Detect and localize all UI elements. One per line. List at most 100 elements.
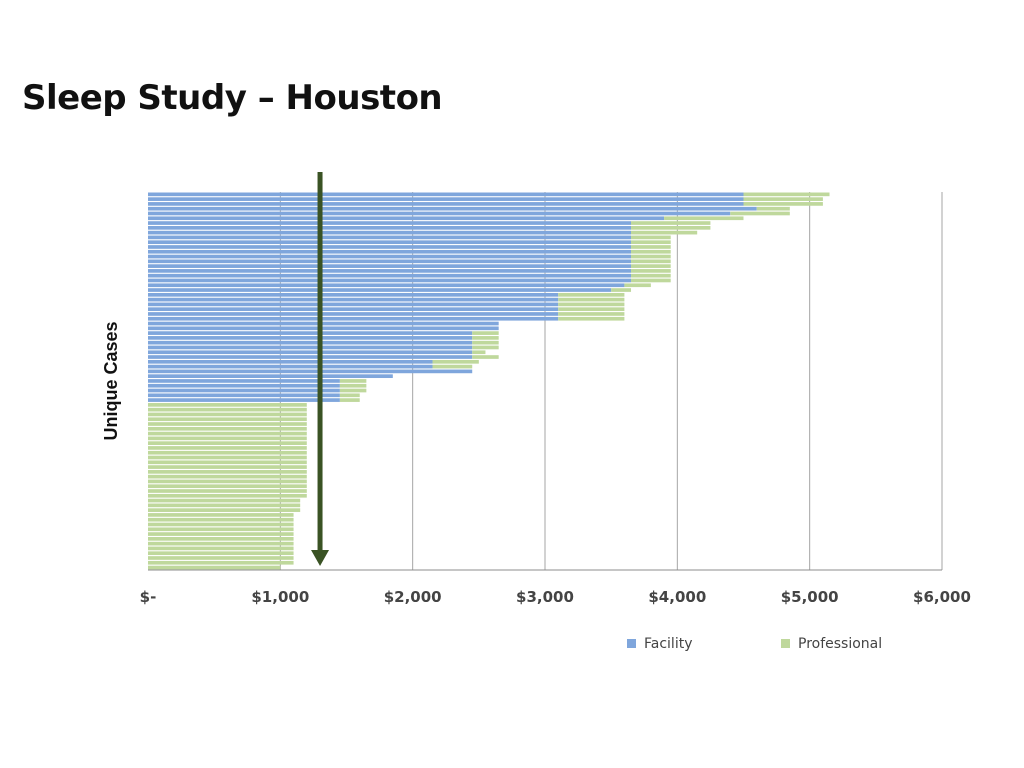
bar-facility — [148, 326, 499, 331]
bar-professional — [558, 312, 625, 316]
legend-swatch — [627, 639, 636, 648]
page-title: Sleep Study – Houston — [22, 78, 443, 118]
x-tick-labels: $- $1,000 $2,000 $3,000 $4,000 $5,000 $6,000 — [140, 588, 971, 606]
x-tick-label: $1,000 — [251, 588, 309, 606]
bar-professional — [631, 259, 671, 264]
bar-professional — [743, 202, 823, 206]
bar-facility — [148, 307, 559, 312]
bar-professional — [631, 240, 671, 245]
legend-swatch — [781, 639, 790, 648]
bar-facility — [148, 340, 473, 345]
bar-facility — [148, 292, 559, 297]
bar-facility — [148, 302, 559, 307]
bar-professional — [148, 527, 294, 532]
bar-professional — [148, 460, 307, 465]
bar-professional — [558, 316, 625, 321]
bar-facility — [148, 283, 625, 288]
bar-facility — [148, 383, 340, 388]
bar-facility — [148, 245, 632, 249]
legend: Facility Professional — [627, 636, 882, 652]
bar-professional — [148, 450, 307, 455]
bar-professional — [148, 522, 294, 527]
bar-facility — [148, 221, 632, 225]
bar-professional — [148, 551, 294, 556]
bar-professional — [148, 537, 294, 541]
bar-professional — [558, 302, 625, 307]
bar-facility — [148, 336, 473, 340]
bar-professional — [631, 273, 671, 278]
bar-professional — [148, 484, 307, 489]
x-tick-label: $3,000 — [516, 588, 574, 606]
bar-facility — [148, 398, 340, 402]
bars — [148, 192, 830, 570]
bar-professional — [472, 340, 499, 345]
bar-facility — [148, 297, 559, 302]
bar-professional — [432, 359, 479, 364]
bar-professional — [148, 426, 307, 431]
bar-facility — [148, 278, 632, 283]
bar-professional — [148, 455, 307, 460]
bar-facility — [148, 321, 499, 326]
bar-professional — [558, 292, 625, 297]
bar-professional — [756, 206, 790, 211]
x-tick-label: $5,000 — [781, 588, 839, 606]
bar-facility — [148, 312, 559, 316]
bar-facility — [148, 206, 757, 211]
bar-facility — [148, 316, 559, 321]
bar-professional — [631, 230, 698, 235]
bar-facility — [148, 359, 433, 364]
bar-professional — [339, 383, 367, 388]
bar-facility — [148, 364, 433, 369]
bar-professional — [432, 364, 473, 369]
bar-professional — [631, 245, 671, 249]
bar-facility — [148, 240, 632, 245]
bar-professional — [148, 474, 307, 479]
bar-professional — [339, 393, 360, 398]
bar-professional — [730, 211, 790, 216]
bar-professional — [472, 331, 499, 335]
bar-professional — [148, 560, 294, 565]
bar-professional — [631, 264, 671, 268]
bar-professional — [148, 493, 307, 498]
bar-professional — [631, 269, 671, 273]
legend-label: Professional — [798, 636, 882, 652]
arrow-head — [311, 550, 330, 566]
y-axis-label: Unique Cases — [101, 321, 121, 440]
bar-facility — [148, 355, 473, 359]
bar-professional — [664, 216, 744, 221]
bar-facility — [148, 345, 473, 350]
bar-professional — [148, 556, 294, 560]
bar-professional — [148, 431, 307, 436]
bar-professional — [611, 288, 632, 292]
bar-professional — [148, 498, 301, 503]
bar-facility — [148, 235, 632, 240]
bar-facility — [148, 273, 632, 278]
bar-professional — [148, 489, 307, 493]
bar-professional — [148, 403, 307, 407]
x-tick-label: $2,000 — [384, 588, 442, 606]
bar-facility — [148, 331, 473, 335]
bar-facility — [148, 369, 473, 374]
bar-professional — [743, 197, 823, 201]
bar-professional — [339, 388, 367, 393]
bar-facility — [148, 249, 632, 254]
bar-professional — [148, 565, 281, 570]
bar-professional — [148, 436, 307, 441]
bar-professional — [558, 307, 625, 312]
bar-professional — [148, 508, 301, 512]
bar-professional — [472, 350, 486, 355]
bar-facility — [148, 350, 473, 355]
bar-professional — [631, 225, 711, 230]
bar-professional — [631, 221, 711, 225]
bar-professional — [148, 417, 307, 422]
bar-professional — [472, 345, 499, 350]
bar-professional — [148, 407, 307, 412]
bar-professional — [472, 336, 499, 340]
bar-professional — [631, 278, 671, 283]
bar-facility — [148, 264, 632, 268]
bar-facility — [148, 388, 340, 393]
x-tick-label: $4,000 — [648, 588, 706, 606]
bar-professional — [624, 283, 651, 288]
x-tick-label: $6,000 — [913, 588, 971, 606]
